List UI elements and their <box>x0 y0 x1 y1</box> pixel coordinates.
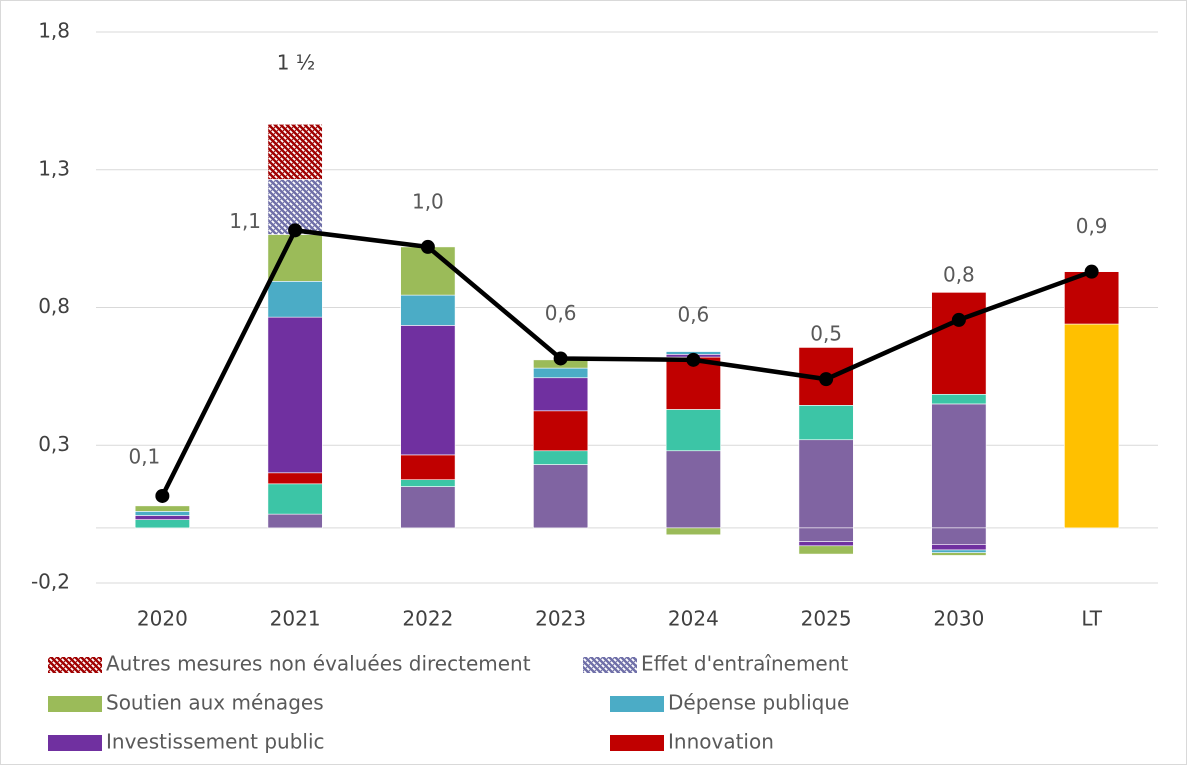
bar-segment <box>931 544 987 551</box>
line-point <box>155 488 170 503</box>
x-tick-label: 2025 <box>801 607 852 631</box>
legend-swatch <box>610 696 664 712</box>
bar-segment <box>400 246 456 296</box>
bar-segment <box>931 549 987 553</box>
bar-segment <box>931 527 987 545</box>
bar-segment <box>134 505 190 512</box>
legend-label: Autres mesures non évaluées directement <box>106 652 531 676</box>
legend-label: Dépense publique <box>668 691 849 715</box>
line-point <box>553 351 568 366</box>
bar-segment <box>267 472 323 485</box>
x-tick-label: 2021 <box>270 607 321 631</box>
line-point <box>951 312 966 327</box>
bar-segment <box>533 450 589 465</box>
line <box>160 227 1093 497</box>
legend-swatch <box>48 696 102 712</box>
line-point <box>420 239 435 254</box>
bar-segment <box>267 234 323 282</box>
bar-segment <box>798 545 854 555</box>
bar-segment <box>134 519 190 529</box>
x-tick-label: 2030 <box>933 607 984 631</box>
bar-segment <box>665 527 721 536</box>
bar-segment <box>798 527 854 542</box>
x-tick-label: 2022 <box>402 607 453 631</box>
y-tick-label: -0,2 <box>31 570 70 594</box>
bar-segment <box>1064 323 1120 529</box>
bar-segment <box>267 123 323 180</box>
bar-segment <box>267 513 323 529</box>
y-tick-label: 1,8 <box>38 19 70 43</box>
legend-label: Innovation <box>668 730 774 754</box>
bar-segment <box>931 393 987 405</box>
bar-segment <box>400 325 456 456</box>
y-tick-label: 1,3 <box>38 156 70 180</box>
bar-segment <box>533 410 589 452</box>
bar-segment <box>798 541 854 547</box>
legend-swatch <box>583 657 637 673</box>
bar-segment <box>931 292 987 395</box>
data-label: 0,8 <box>943 262 975 286</box>
bar-segment <box>798 439 854 529</box>
bar-segment <box>533 464 589 529</box>
bar-segment <box>931 403 987 529</box>
bar-segment <box>134 515 190 520</box>
legend-swatch <box>610 735 664 751</box>
data-label: 0,9 <box>1076 214 1108 238</box>
bar-segment <box>267 281 323 318</box>
line-point <box>819 372 834 387</box>
data-label: 1,1 <box>229 209 261 233</box>
legend-label: Investissement public <box>106 730 325 754</box>
y-tick-label: 0,3 <box>38 432 70 456</box>
bar-segment <box>533 377 589 412</box>
bar-segment <box>400 486 456 529</box>
line-point <box>686 352 701 367</box>
data-label: 0,6 <box>677 302 709 326</box>
line-point <box>288 223 303 238</box>
legend-swatch <box>48 657 102 673</box>
legend-label: Effet d'entraînement <box>641 652 848 676</box>
bar-segment <box>134 511 190 516</box>
bar-segment <box>267 316 323 474</box>
legend-label: Soutien aux ménages <box>106 691 324 715</box>
bar-segment <box>267 483 323 515</box>
bar-segment <box>665 450 721 529</box>
x-tick-label: LT <box>1081 607 1102 631</box>
data-label: 1,0 <box>412 189 444 213</box>
y-tick-label: 0,8 <box>38 294 70 318</box>
bar-segment <box>400 479 456 487</box>
line-point <box>1084 264 1099 279</box>
legend-swatch <box>48 735 102 751</box>
annotation: 1 ½ <box>277 51 315 75</box>
bar-segment <box>400 454 456 480</box>
x-tick-label: 2020 <box>137 607 188 631</box>
x-tick-label: 2023 <box>535 607 586 631</box>
data-label: 0,5 <box>810 322 842 346</box>
bar-segment <box>931 552 987 556</box>
x-tick-label: 2024 <box>668 607 719 631</box>
bar-segment <box>665 409 721 452</box>
bar-segment <box>798 405 854 441</box>
data-label: 0,6 <box>545 301 577 325</box>
data-label: 0,1 <box>128 444 160 468</box>
bar-segment <box>400 294 456 326</box>
bar-segment <box>533 367 589 379</box>
